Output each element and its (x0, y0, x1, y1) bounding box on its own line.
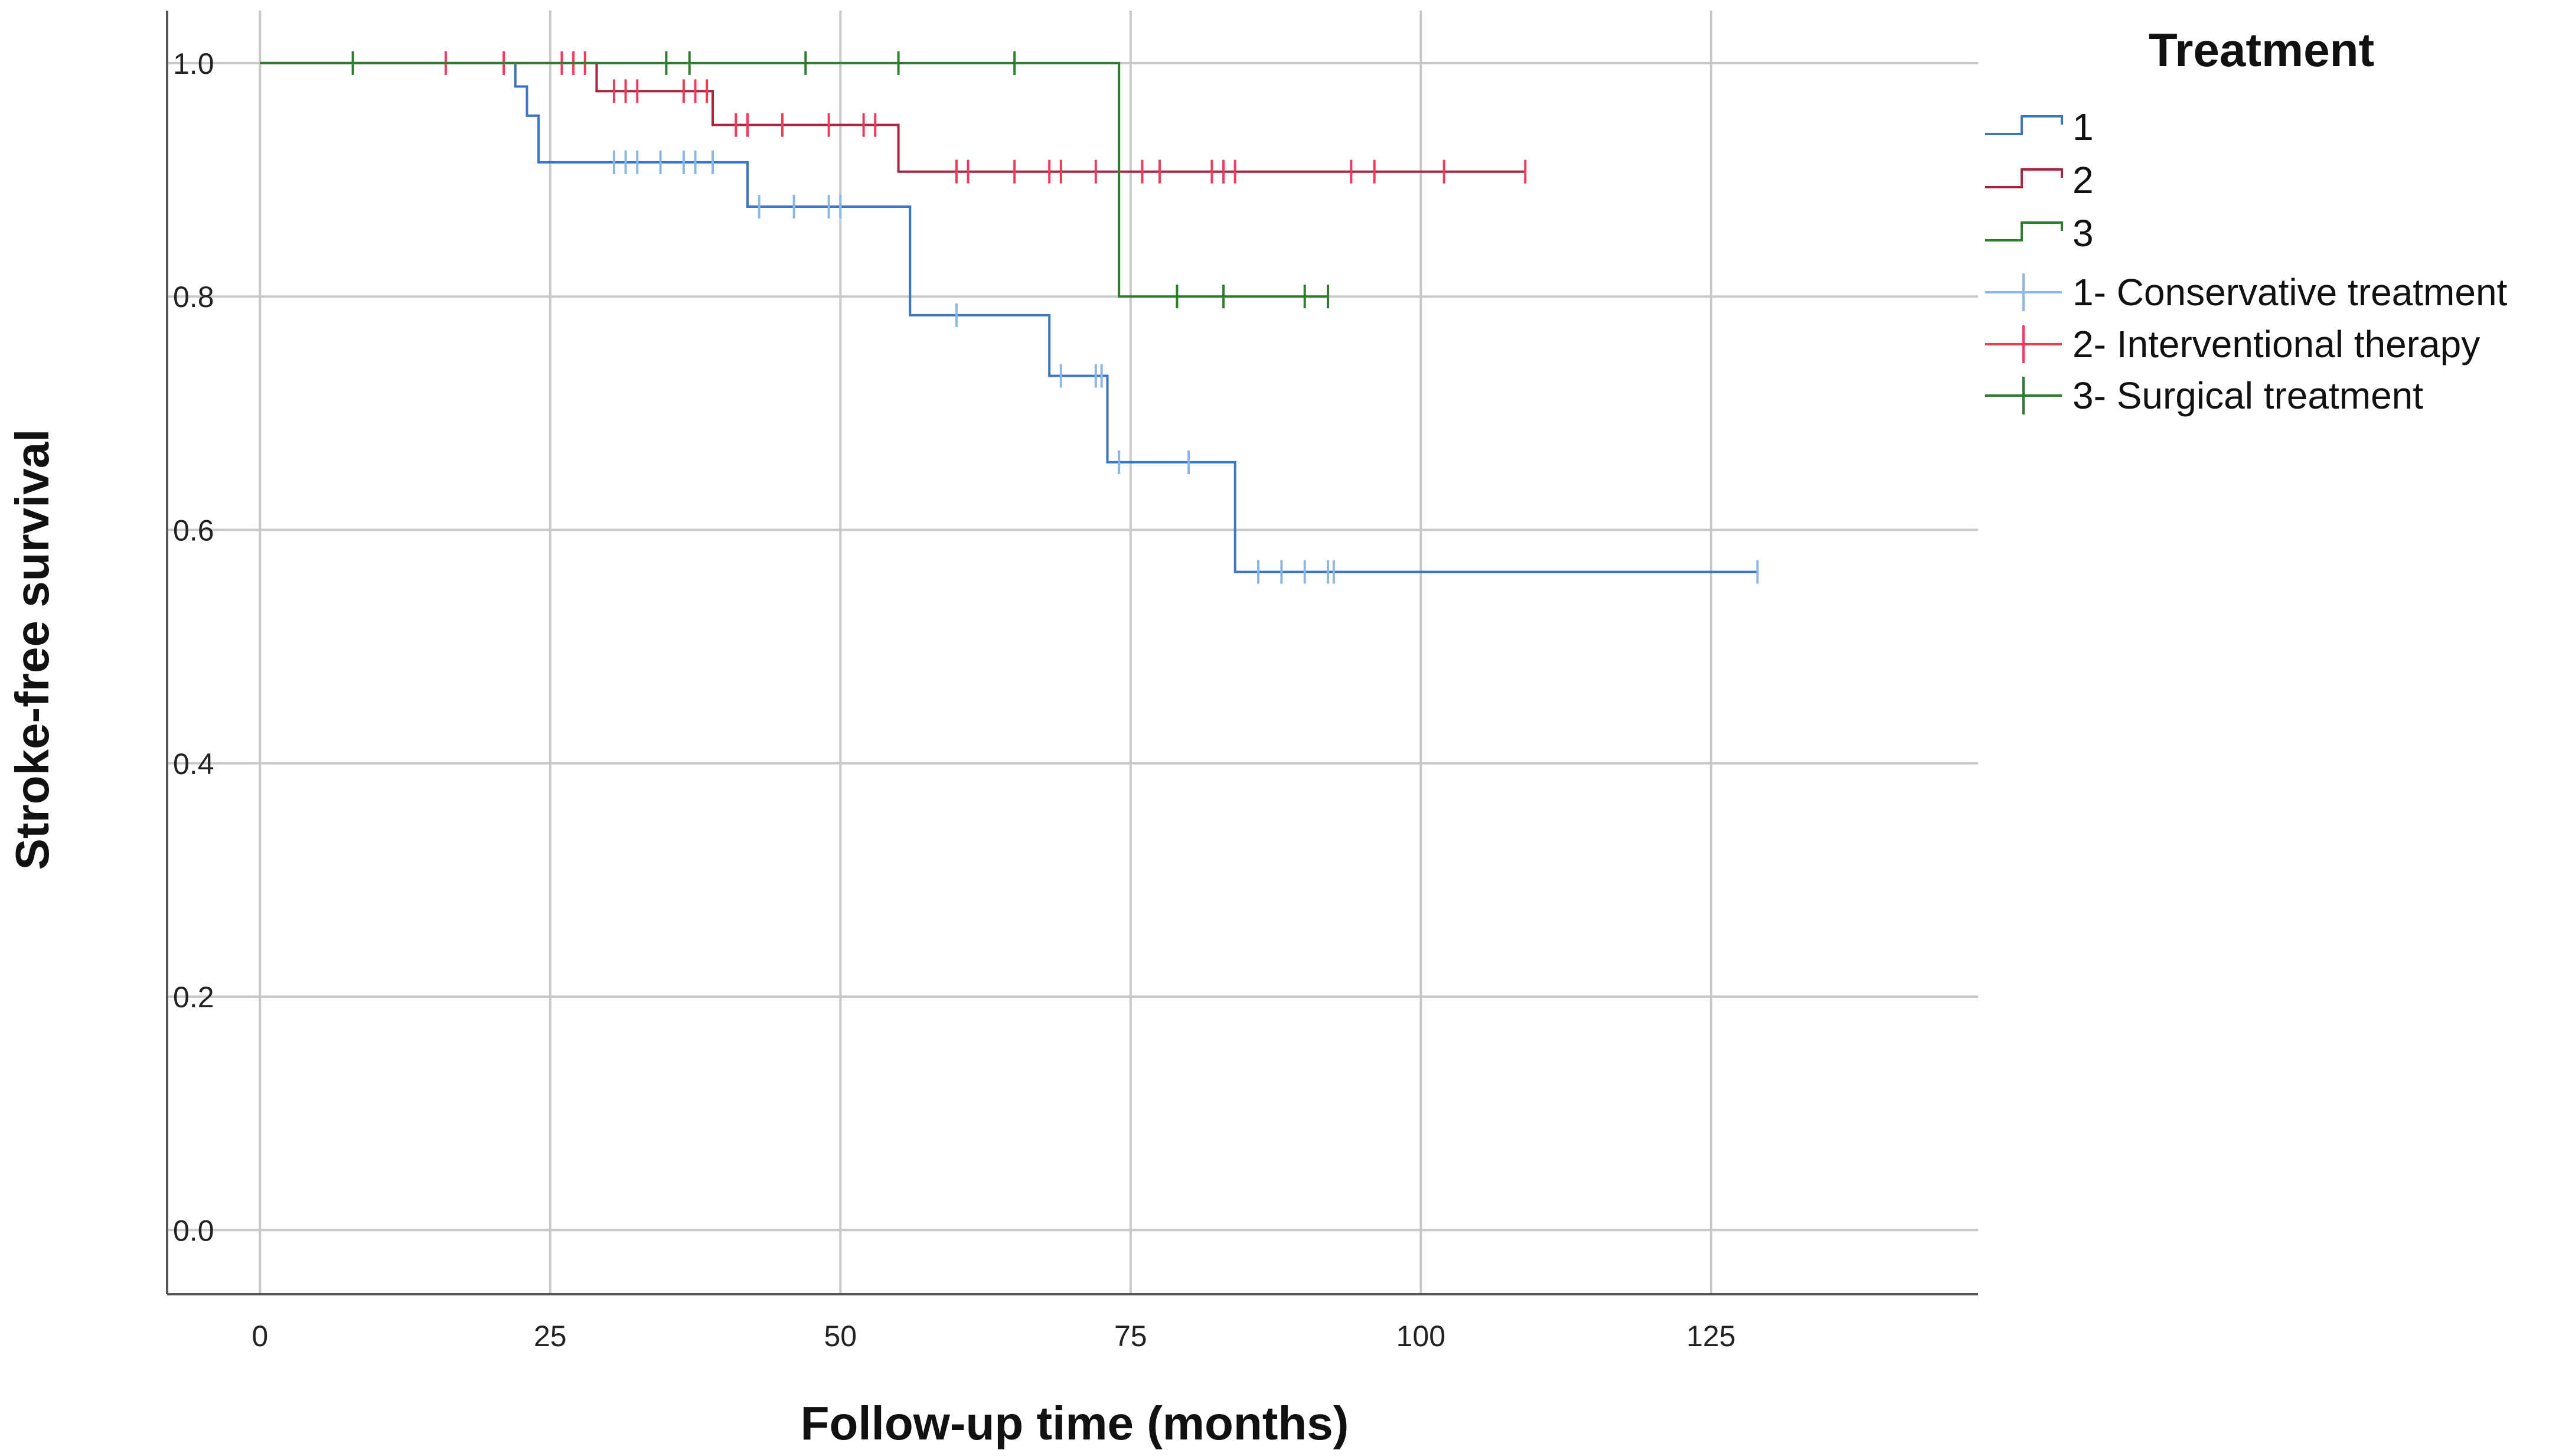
x-tick-label: 100 (1396, 1320, 1445, 1353)
x-tick-label: 25 (534, 1320, 567, 1353)
legend-title: Treatment (2149, 24, 2374, 76)
tick-labels: 0 25 50 75 100 125 0.0 0.2 0.4 0.6 0.8 1.0 (173, 47, 1736, 1353)
legend-line-label: 2 (2073, 159, 2094, 201)
legend-censor-label: 1- Conservative treatment (2073, 271, 2508, 314)
y-tick-label: 0.2 (173, 981, 214, 1014)
grid-lines (167, 11, 1978, 1294)
x-tick-label: 0 (252, 1320, 268, 1353)
y-tick-label: 0.6 (173, 514, 214, 547)
survival-step-line (260, 61, 1526, 173)
x-axis-title: Follow-up time (months) (801, 1397, 1349, 1450)
legend-censor-label: 2- Interventional therapy (2073, 323, 2480, 365)
y-tick-label: 1.0 (173, 47, 214, 80)
series-2 (260, 51, 1527, 184)
legend-line-swatch (1985, 168, 2063, 188)
legend-line-label: 1 (2073, 106, 2094, 148)
series-3 (260, 51, 1330, 309)
y-axis-title: Stroke-free survival (6, 429, 58, 870)
legend-line-swatch (1985, 115, 2063, 135)
y-tick-label: 0.0 (173, 1214, 214, 1247)
x-tick-label: 75 (1114, 1320, 1147, 1353)
legend-line-swatch (1985, 221, 2063, 241)
axes (166, 11, 1978, 1295)
y-tick-label: 0.8 (173, 280, 214, 314)
x-tick-label: 125 (1686, 1320, 1735, 1353)
legend-censor-label: 3- Surgical treatment (2073, 374, 2423, 417)
survival-step-line (260, 61, 1758, 573)
legend-line-label: 3 (2073, 212, 2094, 254)
y-tick-label: 0.4 (173, 747, 214, 781)
legend: Treatment 1 2 3 1- Conservative treatment 2-… (1985, 24, 2508, 417)
survival-step-line (260, 61, 1329, 298)
x-tick-label: 50 (824, 1320, 857, 1353)
series-1 (260, 61, 1759, 584)
survival-curves (260, 51, 1759, 584)
